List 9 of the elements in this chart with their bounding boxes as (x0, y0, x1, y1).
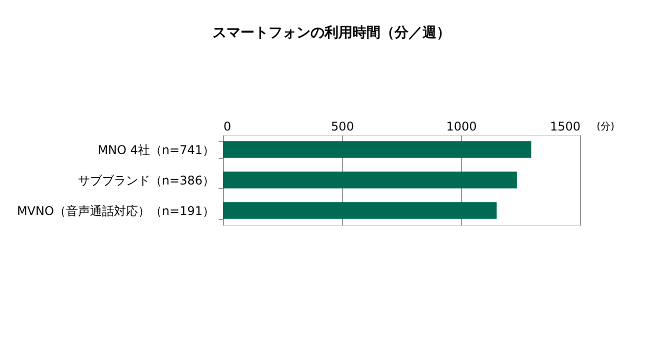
y-tick-label: MVNO（音声通話対応）（n=191） (16, 204, 214, 218)
x-tick-label: 0 (224, 120, 232, 134)
y-tick-label: サブブランド（n=386） (78, 174, 214, 188)
x-tick-label: 1000 (446, 120, 477, 134)
x-axis-title: (分) (596, 120, 614, 132)
x-tick-label: 500 (331, 120, 354, 134)
y-tick-label: MNO 4社（n=741） (98, 142, 214, 157)
chart-title: スマートフォンの利用時間（分／週） (212, 25, 450, 41)
x-tick-label: 1500 (550, 120, 580, 134)
